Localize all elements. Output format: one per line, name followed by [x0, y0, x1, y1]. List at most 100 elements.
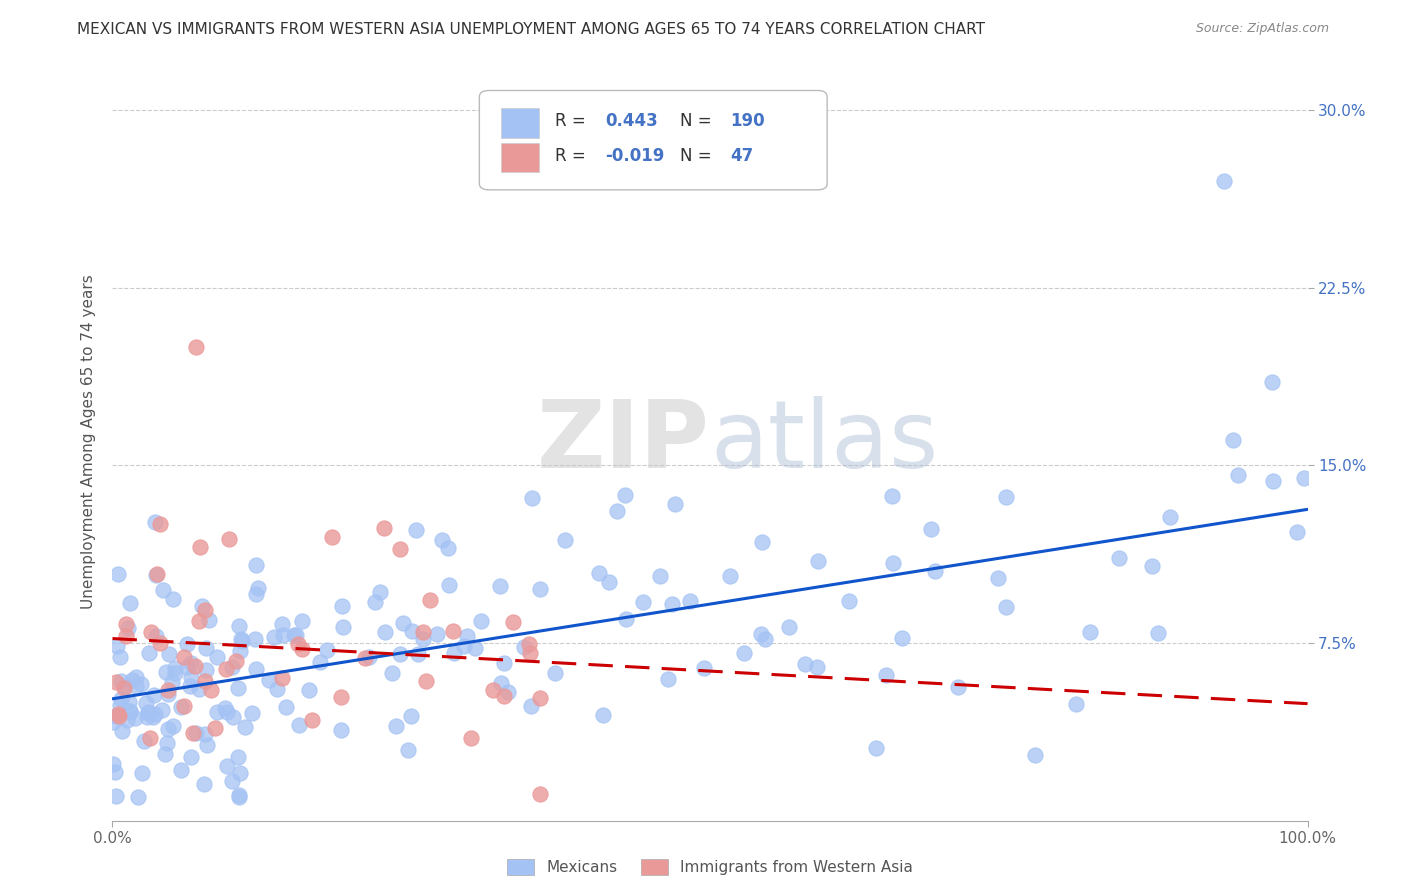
Text: 47: 47 [730, 146, 754, 165]
Point [332, 620, 354, 634]
Text: N =: N = [681, 112, 717, 130]
Point [145, 568, 167, 582]
Point [165, 661, 187, 675]
Point [388, 648, 411, 662]
Point [1261, 474, 1284, 488]
Point [165, 665, 187, 680]
Point [155, 665, 177, 679]
Point [173, 649, 195, 664]
Y-axis label: Unemployment Among Ages 65 to 74 years: Unemployment Among Ages 65 to 74 years [80, 274, 96, 609]
Text: N =: N = [681, 146, 717, 165]
Legend: Mexicans, Immigrants from Western Asia: Mexicans, Immigrants from Western Asia [501, 853, 920, 881]
Point [115, 629, 138, 643]
Point [145, 566, 167, 581]
Point [838, 594, 860, 608]
Point [405, 523, 427, 537]
Point [191, 599, 214, 613]
Point [464, 640, 486, 655]
Point [489, 579, 512, 593]
Point [330, 690, 353, 705]
FancyBboxPatch shape [501, 108, 538, 137]
Point [188, 540, 211, 554]
Point [221, 773, 243, 788]
Point [245, 662, 267, 676]
Point [1226, 467, 1249, 482]
Point [131, 766, 153, 780]
Point [1261, 376, 1284, 390]
Point [517, 637, 540, 651]
Point [221, 660, 243, 674]
Point [657, 672, 679, 686]
Point [157, 683, 180, 698]
Point [271, 628, 294, 642]
Point [245, 586, 267, 600]
Point [162, 591, 184, 606]
Point [995, 599, 1018, 614]
Point [131, 677, 153, 691]
Point [108, 649, 131, 664]
Point [693, 661, 716, 675]
Point [107, 706, 129, 721]
Text: 190: 190 [730, 112, 765, 130]
Point [170, 763, 193, 777]
Point [188, 614, 211, 628]
Point [453, 639, 475, 653]
Point [330, 599, 353, 613]
Point [1213, 174, 1236, 188]
Point [1064, 697, 1087, 711]
Point [890, 632, 912, 646]
Point [228, 789, 250, 803]
Point [806, 660, 828, 674]
Point [181, 726, 204, 740]
Point [226, 750, 249, 764]
Point [287, 638, 309, 652]
Point [373, 521, 395, 535]
Point [406, 648, 429, 662]
Text: ZIP: ZIP [537, 395, 710, 488]
Point [204, 722, 226, 736]
Point [271, 671, 294, 685]
Point [121, 673, 143, 688]
Point [228, 618, 250, 632]
Point [153, 747, 176, 761]
Point [391, 615, 413, 630]
Point [120, 706, 142, 720]
Point [157, 722, 180, 736]
Point [176, 660, 198, 674]
Point [994, 491, 1017, 505]
Point [309, 655, 332, 669]
Point [529, 787, 551, 801]
Point [285, 628, 308, 642]
Point [920, 522, 942, 536]
Point [173, 699, 195, 714]
Point [882, 556, 904, 570]
Point [426, 626, 449, 640]
Point [807, 554, 830, 568]
Point [107, 566, 129, 581]
Point [489, 676, 512, 690]
Point [108, 698, 131, 713]
Point [412, 625, 434, 640]
Point [150, 703, 173, 717]
Point [1147, 625, 1170, 640]
Point [134, 733, 156, 747]
Text: R =: R = [554, 146, 591, 165]
Point [415, 673, 437, 688]
Point [381, 666, 404, 681]
Point [214, 701, 236, 715]
Point [105, 675, 128, 690]
Point [200, 682, 222, 697]
Point [125, 679, 148, 693]
Point [188, 681, 211, 696]
Point [145, 630, 167, 644]
Point [111, 724, 134, 739]
Point [370, 584, 392, 599]
Point [233, 720, 256, 734]
Point [104, 789, 127, 804]
Point [1140, 558, 1163, 573]
Point [194, 640, 217, 655]
Point [142, 710, 165, 724]
Text: R =: R = [554, 112, 591, 130]
Point [443, 646, 465, 660]
Point [754, 632, 776, 647]
